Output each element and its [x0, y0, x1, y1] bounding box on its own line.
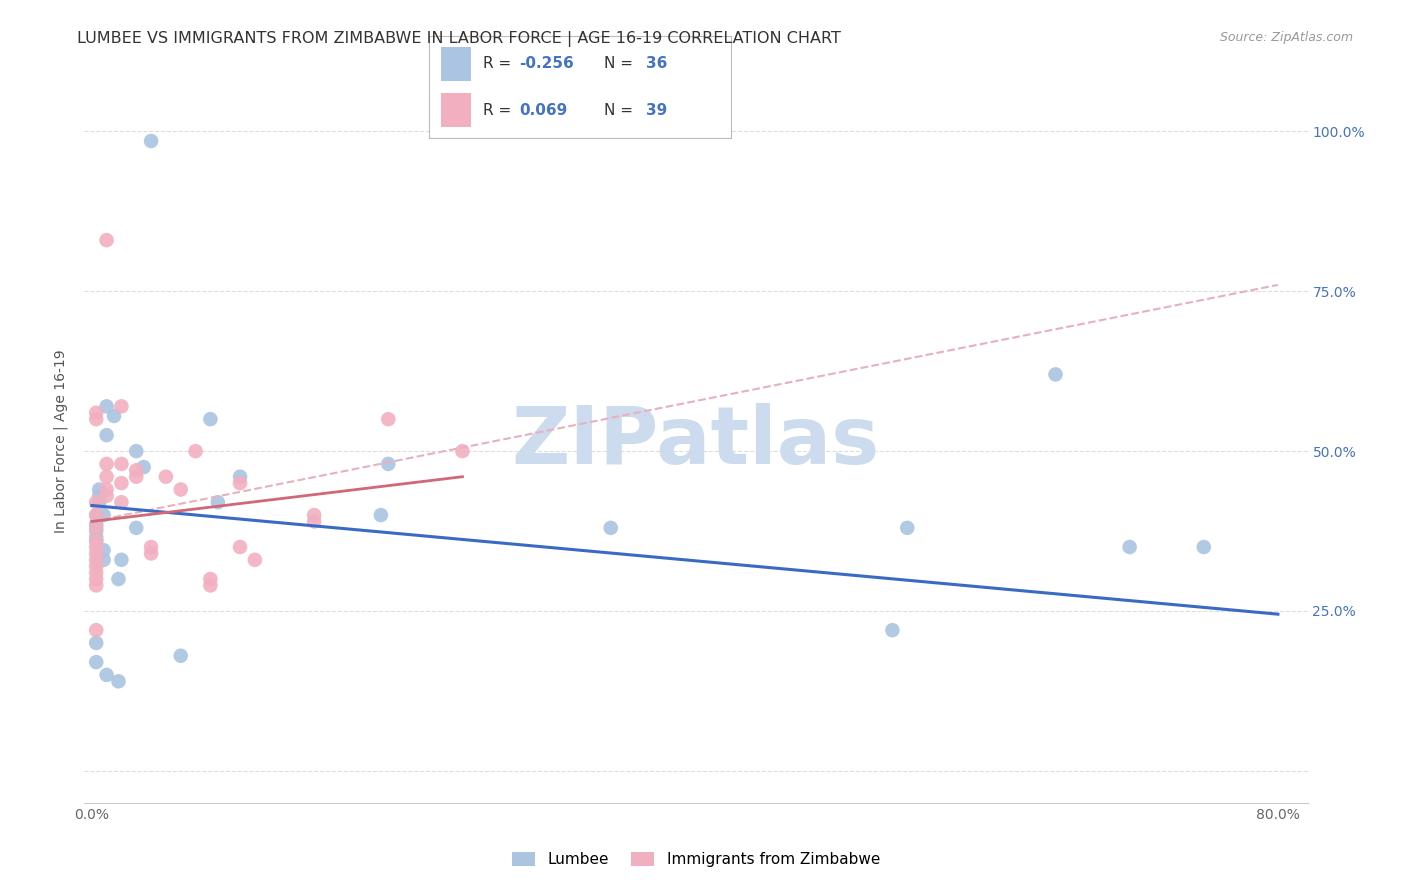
Point [96, 668, 118, 682]
Point [84, 623, 107, 637]
FancyBboxPatch shape [441, 47, 471, 81]
Point [84, 540, 107, 554]
Point [84, 533, 107, 548]
Point [229, 469, 252, 483]
Point [1045, 368, 1067, 382]
Legend: Lumbee, Immigrants from Zimbabwe: Lumbee, Immigrants from Zimbabwe [505, 845, 887, 875]
Point [89, 489, 111, 503]
Point [139, 540, 162, 554]
Point [125, 463, 148, 477]
Point [96, 469, 118, 483]
Text: Source: ZipAtlas.com: Source: ZipAtlas.com [1219, 31, 1353, 45]
Text: LUMBEE VS IMMIGRANTS FROM ZIMBABWE IN LABOR FORCE | AGE 16-19 CORRELATION CHART: LUMBEE VS IMMIGRANTS FROM ZIMBABWE IN LA… [77, 31, 841, 47]
Point [1118, 540, 1140, 554]
Point [96, 489, 118, 503]
Point [200, 578, 222, 592]
Point [370, 508, 392, 522]
Point [110, 553, 132, 567]
Point [200, 572, 222, 586]
Point [84, 517, 107, 532]
Point [84, 636, 107, 650]
Point [96, 233, 118, 247]
Point [96, 428, 118, 442]
Point [1192, 540, 1215, 554]
Point [84, 655, 107, 669]
Point [93, 508, 115, 522]
Point [84, 578, 107, 592]
Point [377, 457, 399, 471]
Point [882, 623, 904, 637]
Point [302, 515, 325, 529]
Point [84, 521, 107, 535]
Point [84, 524, 107, 538]
Point [110, 476, 132, 491]
Point [170, 648, 193, 663]
Point [84, 533, 107, 548]
Point [96, 400, 118, 414]
Text: 0.069: 0.069 [520, 103, 568, 118]
Point [84, 495, 107, 509]
Point [155, 469, 177, 483]
Point [93, 553, 115, 567]
Y-axis label: In Labor Force | Age 16-19: In Labor Force | Age 16-19 [53, 350, 69, 533]
Text: ZIPatlas: ZIPatlas [512, 402, 880, 481]
Text: -0.256: -0.256 [520, 56, 574, 71]
Point [125, 521, 148, 535]
Point [84, 553, 107, 567]
Point [84, 508, 107, 522]
Point [110, 400, 132, 414]
Point [84, 531, 107, 545]
Point [84, 508, 107, 522]
Point [89, 483, 111, 497]
Point [84, 412, 107, 426]
Point [110, 457, 132, 471]
Point [184, 444, 207, 458]
Point [107, 674, 129, 689]
Point [84, 406, 107, 420]
Point [200, 412, 222, 426]
Point [84, 559, 107, 574]
Point [302, 508, 325, 522]
Point [170, 483, 193, 497]
Point [103, 409, 125, 423]
Point [377, 412, 399, 426]
Point [207, 495, 229, 509]
Point [125, 469, 148, 483]
Point [229, 540, 252, 554]
Point [243, 553, 266, 567]
Text: 36: 36 [647, 56, 668, 71]
Text: 39: 39 [647, 103, 668, 118]
Point [84, 566, 107, 580]
Point [451, 444, 474, 458]
Text: N =: N = [605, 103, 638, 118]
Text: R =: R = [484, 56, 516, 71]
Point [139, 134, 162, 148]
Point [93, 543, 115, 558]
Point [96, 457, 118, 471]
Text: N =: N = [605, 56, 638, 71]
Point [229, 476, 252, 491]
Point [110, 495, 132, 509]
Point [96, 483, 118, 497]
Point [89, 495, 111, 509]
Point [132, 460, 155, 475]
Point [139, 546, 162, 560]
Text: R =: R = [484, 103, 522, 118]
Point [599, 521, 621, 535]
FancyBboxPatch shape [441, 93, 471, 127]
Point [84, 546, 107, 560]
Point [84, 572, 107, 586]
Point [896, 521, 918, 535]
Point [125, 444, 148, 458]
Point [107, 572, 129, 586]
